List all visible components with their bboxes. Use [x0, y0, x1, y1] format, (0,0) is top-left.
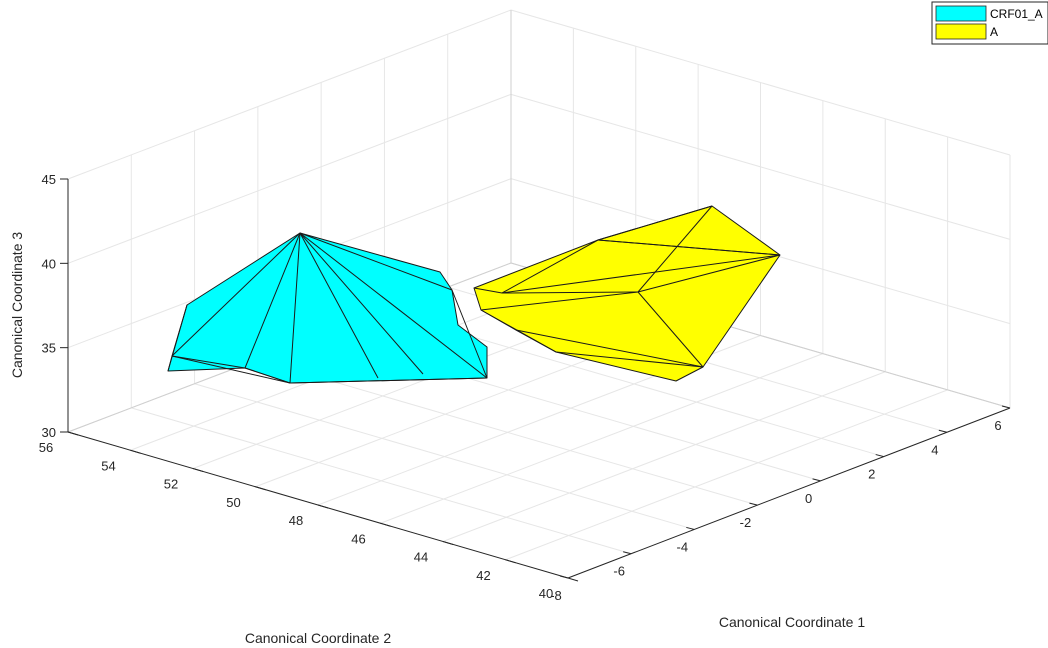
x-tick: [623, 551, 632, 555]
grid-line-z-left: [67, 9, 512, 180]
hull-a-edge: [637, 291, 704, 368]
hull-a-edge: [480, 309, 557, 353]
x-tick-label: -2: [740, 515, 752, 530]
hull-crf01-a-edge: [171, 232, 301, 357]
hull-a-edge: [597, 239, 781, 256]
x-tick-label: 0: [805, 491, 812, 506]
hull-a-edge: [637, 205, 713, 293]
hull-crf01-a-edge: [299, 232, 488, 379]
z-tick-label: 35: [42, 341, 56, 356]
hull-crf01-a-edge: [171, 355, 291, 384]
hull-a-edge: [515, 329, 704, 368]
x-tick-label: 4: [931, 442, 938, 457]
legend-label-crf01-a: CRF01_A: [990, 7, 1043, 21]
y-tick-label: 48: [289, 513, 303, 528]
x-axis-line: [567, 407, 1011, 579]
z-tick-label: 45: [42, 172, 56, 187]
x-tick: [938, 429, 947, 433]
hull-crf01-a: [167, 232, 488, 384]
y-tick-label: 50: [226, 495, 240, 510]
y-tick-label: 56: [39, 440, 53, 455]
hull-a-edge: [597, 205, 713, 241]
grid-line-y: [380, 353, 824, 524]
legend-swatch-a: [935, 23, 987, 40]
hull-crf01-a-edge: [299, 232, 488, 379]
legend-label-a: A: [990, 25, 998, 39]
x-tick: [686, 526, 695, 530]
x-axis-title: Canonical Coordinate 1: [719, 614, 866, 630]
hull-a-edge: [555, 351, 704, 368]
grid-line-y: [505, 389, 948, 561]
hull-crf01-a-edge: [299, 232, 379, 379]
x-tick: [1001, 405, 1011, 409]
back-wall-left: [68, 10, 511, 432]
hull-crf01-a-edge: [289, 232, 301, 384]
legend: CRF01_A A: [931, 1, 1048, 45]
grid-line-y: [442, 371, 886, 542]
x-tick-label: 2: [868, 467, 875, 482]
hull-crf01-a-edge: [171, 304, 188, 357]
y-axis-title: Canonical Coordinate 2: [245, 630, 392, 646]
x-tick-label: -4: [677, 539, 689, 554]
y-tick-label: 42: [476, 568, 490, 583]
y-tick-label: 44: [414, 550, 428, 565]
y-tick-label: 52: [164, 477, 178, 492]
grid-line-z-right: [510, 93, 1011, 240]
y-tick: [567, 577, 579, 582]
grid-line-z-right: [510, 9, 1011, 156]
y-tick-label: 46: [351, 531, 365, 546]
y-tick-label: 40: [539, 586, 553, 601]
x-tick: [812, 478, 821, 482]
grid-line-z-left: [67, 93, 512, 264]
x-tick: [875, 454, 884, 458]
hull-a-edge: [501, 254, 781, 294]
hull-crf01-a-edge: [299, 232, 424, 375]
z-tick-label: 40: [42, 256, 56, 271]
x-tick-label: -6: [613, 564, 625, 579]
x-tick-label: -8: [550, 588, 562, 603]
y-axis-line: [67, 431, 569, 579]
y-tick-label: 54: [101, 458, 115, 473]
z-axis-title: Canonical Coordinate 3: [9, 232, 25, 379]
legend-swatch-crf01-a: [935, 5, 987, 22]
z-tick-label: 30: [42, 425, 56, 440]
x-tick-label: 6: [994, 418, 1001, 433]
hull-crf01-a-edge: [244, 232, 301, 369]
x-tick: [749, 502, 758, 506]
hull-a-edge: [501, 291, 639, 294]
hull-a: [473, 205, 781, 382]
